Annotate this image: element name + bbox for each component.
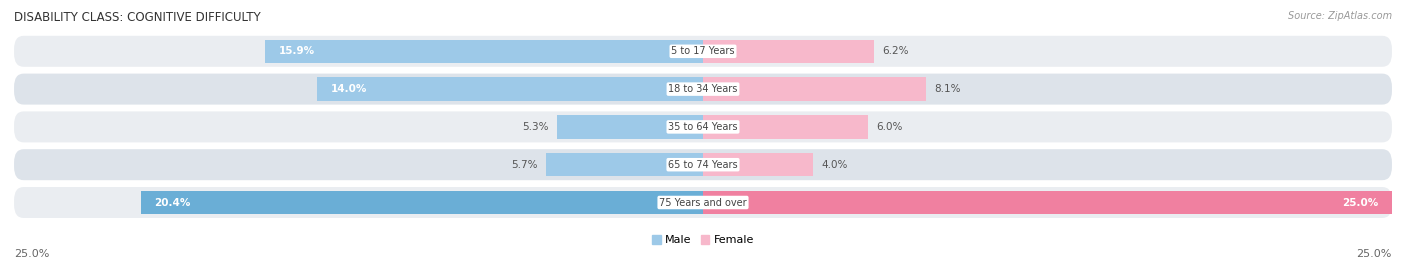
Text: 5.3%: 5.3% bbox=[522, 122, 548, 132]
Text: DISABILITY CLASS: COGNITIVE DIFFICULTY: DISABILITY CLASS: COGNITIVE DIFFICULTY bbox=[14, 11, 260, 24]
Text: 5 to 17 Years: 5 to 17 Years bbox=[671, 46, 735, 56]
Text: 75 Years and over: 75 Years and over bbox=[659, 197, 747, 208]
Text: 8.1%: 8.1% bbox=[935, 84, 960, 94]
Text: 6.0%: 6.0% bbox=[876, 122, 903, 132]
Text: 14.0%: 14.0% bbox=[330, 84, 367, 94]
Text: 5.7%: 5.7% bbox=[512, 160, 537, 170]
Text: 6.2%: 6.2% bbox=[882, 46, 908, 56]
FancyBboxPatch shape bbox=[14, 36, 1392, 67]
Bar bbox=[703, 77, 927, 101]
Text: 35 to 64 Years: 35 to 64 Years bbox=[668, 122, 738, 132]
FancyBboxPatch shape bbox=[14, 112, 1392, 142]
Text: 25.0%: 25.0% bbox=[1357, 249, 1392, 259]
FancyBboxPatch shape bbox=[14, 74, 1392, 104]
Bar bbox=[703, 191, 1392, 214]
FancyBboxPatch shape bbox=[14, 187, 1392, 218]
Text: 4.0%: 4.0% bbox=[821, 160, 848, 170]
Text: 25.0%: 25.0% bbox=[1341, 197, 1378, 208]
FancyBboxPatch shape bbox=[14, 149, 1392, 180]
Text: 15.9%: 15.9% bbox=[278, 46, 315, 56]
Text: 65 to 74 Years: 65 to 74 Years bbox=[668, 160, 738, 170]
Bar bbox=[703, 153, 813, 176]
Bar bbox=[141, 191, 703, 214]
Bar bbox=[264, 40, 703, 63]
Legend: Male, Female: Male, Female bbox=[647, 231, 759, 250]
Bar bbox=[703, 40, 875, 63]
Text: 18 to 34 Years: 18 to 34 Years bbox=[668, 84, 738, 94]
Bar bbox=[318, 77, 703, 101]
Text: Source: ZipAtlas.com: Source: ZipAtlas.com bbox=[1288, 11, 1392, 21]
Bar bbox=[557, 115, 703, 139]
Bar bbox=[546, 153, 703, 176]
Text: 20.4%: 20.4% bbox=[155, 197, 191, 208]
Text: 25.0%: 25.0% bbox=[14, 249, 49, 259]
Bar bbox=[703, 115, 869, 139]
